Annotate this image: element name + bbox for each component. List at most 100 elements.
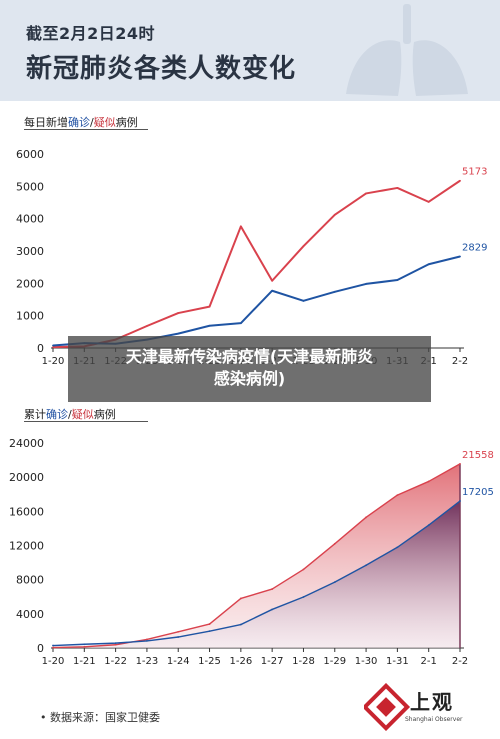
daily-ytick-label: 3000 bbox=[16, 245, 44, 258]
cumulative-point-suspected bbox=[177, 630, 180, 633]
lungs-icon bbox=[346, 4, 468, 96]
cumulative-point-suspected bbox=[396, 494, 399, 497]
daily-end-label-confirmed: 2829 bbox=[462, 243, 487, 254]
daily-label-rule bbox=[24, 129, 148, 130]
cumulative-point-confirmed bbox=[427, 524, 430, 527]
cumulative-point-confirmed bbox=[83, 643, 86, 646]
daily-label-sep: / bbox=[90, 116, 94, 129]
cumulative-line-confirmed bbox=[52, 500, 461, 647]
daily-point-confirmed bbox=[302, 299, 305, 302]
daily-ytick-label: 6000 bbox=[16, 148, 44, 161]
cumulative-ytick-label: 0 bbox=[37, 642, 44, 655]
cumulative-point-confirmed bbox=[239, 623, 242, 626]
daily-point-suspected bbox=[459, 179, 461, 182]
daily-point-suspected bbox=[208, 305, 211, 308]
cumulative-point-suspected bbox=[52, 646, 54, 649]
daily-panel-label: 每日新增确诊/疑似病例 bbox=[24, 114, 138, 130]
cumulative-point-confirmed bbox=[333, 581, 336, 584]
daily-point-confirmed bbox=[333, 290, 336, 293]
daily-ytick-label: 2000 bbox=[16, 277, 44, 290]
cumulative-xtick-label: 1-27 bbox=[261, 656, 284, 667]
cumulative-xtick-label: 1-30 bbox=[355, 656, 378, 667]
daily-ytick-label: 5000 bbox=[16, 180, 44, 193]
cumulative-point-suspected bbox=[459, 462, 461, 465]
cumulative-point-confirmed bbox=[459, 500, 461, 502]
cumulative-point-confirmed bbox=[208, 630, 211, 633]
cumulative-point-suspected bbox=[333, 542, 336, 545]
cumulative-xtick-label: 1-28 bbox=[292, 656, 315, 667]
cumul-label-sep: / bbox=[68, 408, 72, 421]
daily-point-confirmed bbox=[459, 255, 461, 258]
cumul-label-prefix: 累计 bbox=[24, 408, 46, 421]
cumul-label-confirmed: 确诊 bbox=[46, 408, 68, 421]
daily-point-confirmed bbox=[271, 289, 274, 292]
cumulative-point-confirmed bbox=[52, 644, 54, 647]
shanghai-observer-logo-icon bbox=[364, 683, 411, 731]
daily-point-confirmed bbox=[52, 344, 54, 347]
cumulative-xtick-label: 2-1 bbox=[421, 656, 437, 667]
daily-label-suffix: 病例 bbox=[115, 116, 138, 129]
cumulative-point-confirmed bbox=[271, 608, 274, 611]
cumulative-point-confirmed bbox=[396, 546, 399, 549]
cumulative-point-suspected bbox=[365, 516, 367, 519]
daily-point-suspected bbox=[427, 200, 430, 203]
daily-point-suspected bbox=[333, 213, 336, 216]
daily-point-suspected bbox=[239, 225, 242, 228]
daily-point-confirmed bbox=[396, 279, 399, 281]
cumulative-xtick-label: 2-2 bbox=[452, 656, 468, 667]
cumulative-point-suspected bbox=[302, 568, 305, 571]
banner-line-2: 感染病例) bbox=[213, 369, 286, 388]
daily-label-prefix: 每日新增 bbox=[24, 116, 68, 129]
cumulative-xtick-label: 1-26 bbox=[229, 656, 252, 667]
cumulative-ytick-label: 4000 bbox=[16, 608, 44, 621]
cumulative-point-suspected bbox=[146, 638, 148, 641]
cumulative-ytick-label: 20000 bbox=[9, 471, 44, 484]
daily-point-confirmed bbox=[239, 322, 242, 325]
daily-ytick-label: 4000 bbox=[16, 213, 44, 226]
daily-point-confirmed bbox=[365, 283, 367, 285]
daily-point-suspected bbox=[177, 312, 180, 314]
header-title: 新冠肺炎各类人数变化 bbox=[26, 54, 297, 84]
daily-ytick-label: 1000 bbox=[16, 310, 44, 323]
daily-label-confirmed: 确诊 bbox=[68, 116, 90, 129]
daily-xtick-label: 2-2 bbox=[452, 356, 468, 367]
cumulative-panel-label: 累计确诊/疑似病例 bbox=[24, 406, 116, 422]
daily-end-label-suspected: 5173 bbox=[462, 167, 487, 178]
cumulative-point-confirmed bbox=[146, 640, 148, 642]
daily-point-suspected bbox=[302, 245, 305, 248]
cumulative-xtick-label: 1-25 bbox=[198, 656, 221, 667]
daily-point-confirmed bbox=[177, 332, 180, 335]
cumulative-ytick-label: 8000 bbox=[16, 574, 44, 587]
cumulative-line-suspected bbox=[52, 463, 461, 649]
daily-label-suspected: 疑似 bbox=[93, 116, 116, 129]
daily-line-confirmed bbox=[52, 255, 461, 347]
cumulative-xtick-label: 1-20 bbox=[42, 656, 65, 667]
header: 截至2月2日24时 新冠肺炎各类人数变化 bbox=[0, 0, 500, 101]
cumulative-xtick-label: 1-23 bbox=[136, 656, 159, 667]
cumulative-area-confirmed bbox=[53, 501, 460, 648]
daily-xtick-label: 1-20 bbox=[42, 356, 65, 367]
cumulative-point-confirmed bbox=[302, 596, 305, 598]
cumulative-point-confirmed bbox=[177, 636, 180, 638]
cumulative-xtick-label: 1-24 bbox=[167, 656, 190, 667]
daily-point-suspected bbox=[52, 346, 54, 349]
daily-point-suspected bbox=[396, 187, 399, 189]
cumulative-label-rule bbox=[24, 421, 148, 422]
cumulative-xtick-label: 1-31 bbox=[386, 656, 409, 667]
daily-point-confirmed bbox=[208, 324, 211, 327]
logo-english: Shanghai Observer bbox=[405, 716, 463, 723]
daily-point-confirmed bbox=[427, 263, 430, 266]
cumulative-point-suspected bbox=[83, 645, 86, 648]
data-source: • 数据来源：国家卫健委 bbox=[40, 711, 160, 724]
cumul-label-suspected: 疑似 bbox=[71, 408, 94, 421]
cumulative-point-confirmed bbox=[114, 642, 117, 645]
cumulative-ytick-label: 24000 bbox=[9, 437, 44, 450]
cumulative-end-label-confirmed: 17205 bbox=[462, 487, 494, 498]
cumulative-xtick-label: 1-22 bbox=[104, 656, 127, 667]
cumulative-ytick-label: 16000 bbox=[9, 505, 44, 518]
daily-point-suspected bbox=[271, 279, 274, 282]
cumulative-point-suspected bbox=[271, 588, 274, 590]
cumulative-end-label-suspected: 21558 bbox=[462, 450, 494, 461]
cumulative-xtick-label: 1-21 bbox=[73, 656, 96, 667]
daily-line-suspected bbox=[52, 179, 461, 349]
